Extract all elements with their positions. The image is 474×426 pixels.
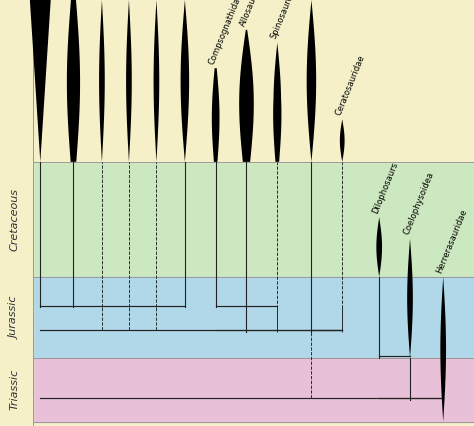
Text: Compsognathidae: Compsognathidae [207,0,245,66]
Text: Allosauroidea: Allosauroidea [238,0,268,28]
Polygon shape [376,217,382,277]
Polygon shape [67,0,80,162]
Text: Cretaceous: Cretaceous [10,188,20,251]
Polygon shape [99,0,105,162]
Polygon shape [154,0,159,162]
Polygon shape [181,0,189,162]
Text: Ceratosauridae: Ceratosauridae [334,54,366,117]
Polygon shape [307,0,316,162]
Text: Dilophosaurs: Dilophosaurs [371,161,400,215]
Text: Jurassic: Jurassic [10,296,20,339]
Polygon shape [340,119,345,162]
Text: Triassic: Triassic [10,369,20,410]
Polygon shape [212,68,219,162]
Polygon shape [239,30,254,162]
Polygon shape [126,0,132,162]
Text: Spinosauroidea: Spinosauroidea [269,0,301,40]
Polygon shape [30,0,51,162]
Text: Coelophysoidea: Coelophysoidea [401,171,435,236]
Polygon shape [273,43,282,162]
Text: Herrerasauridae: Herrerasauridae [435,207,469,275]
Polygon shape [440,277,446,422]
Polygon shape [407,239,413,358]
